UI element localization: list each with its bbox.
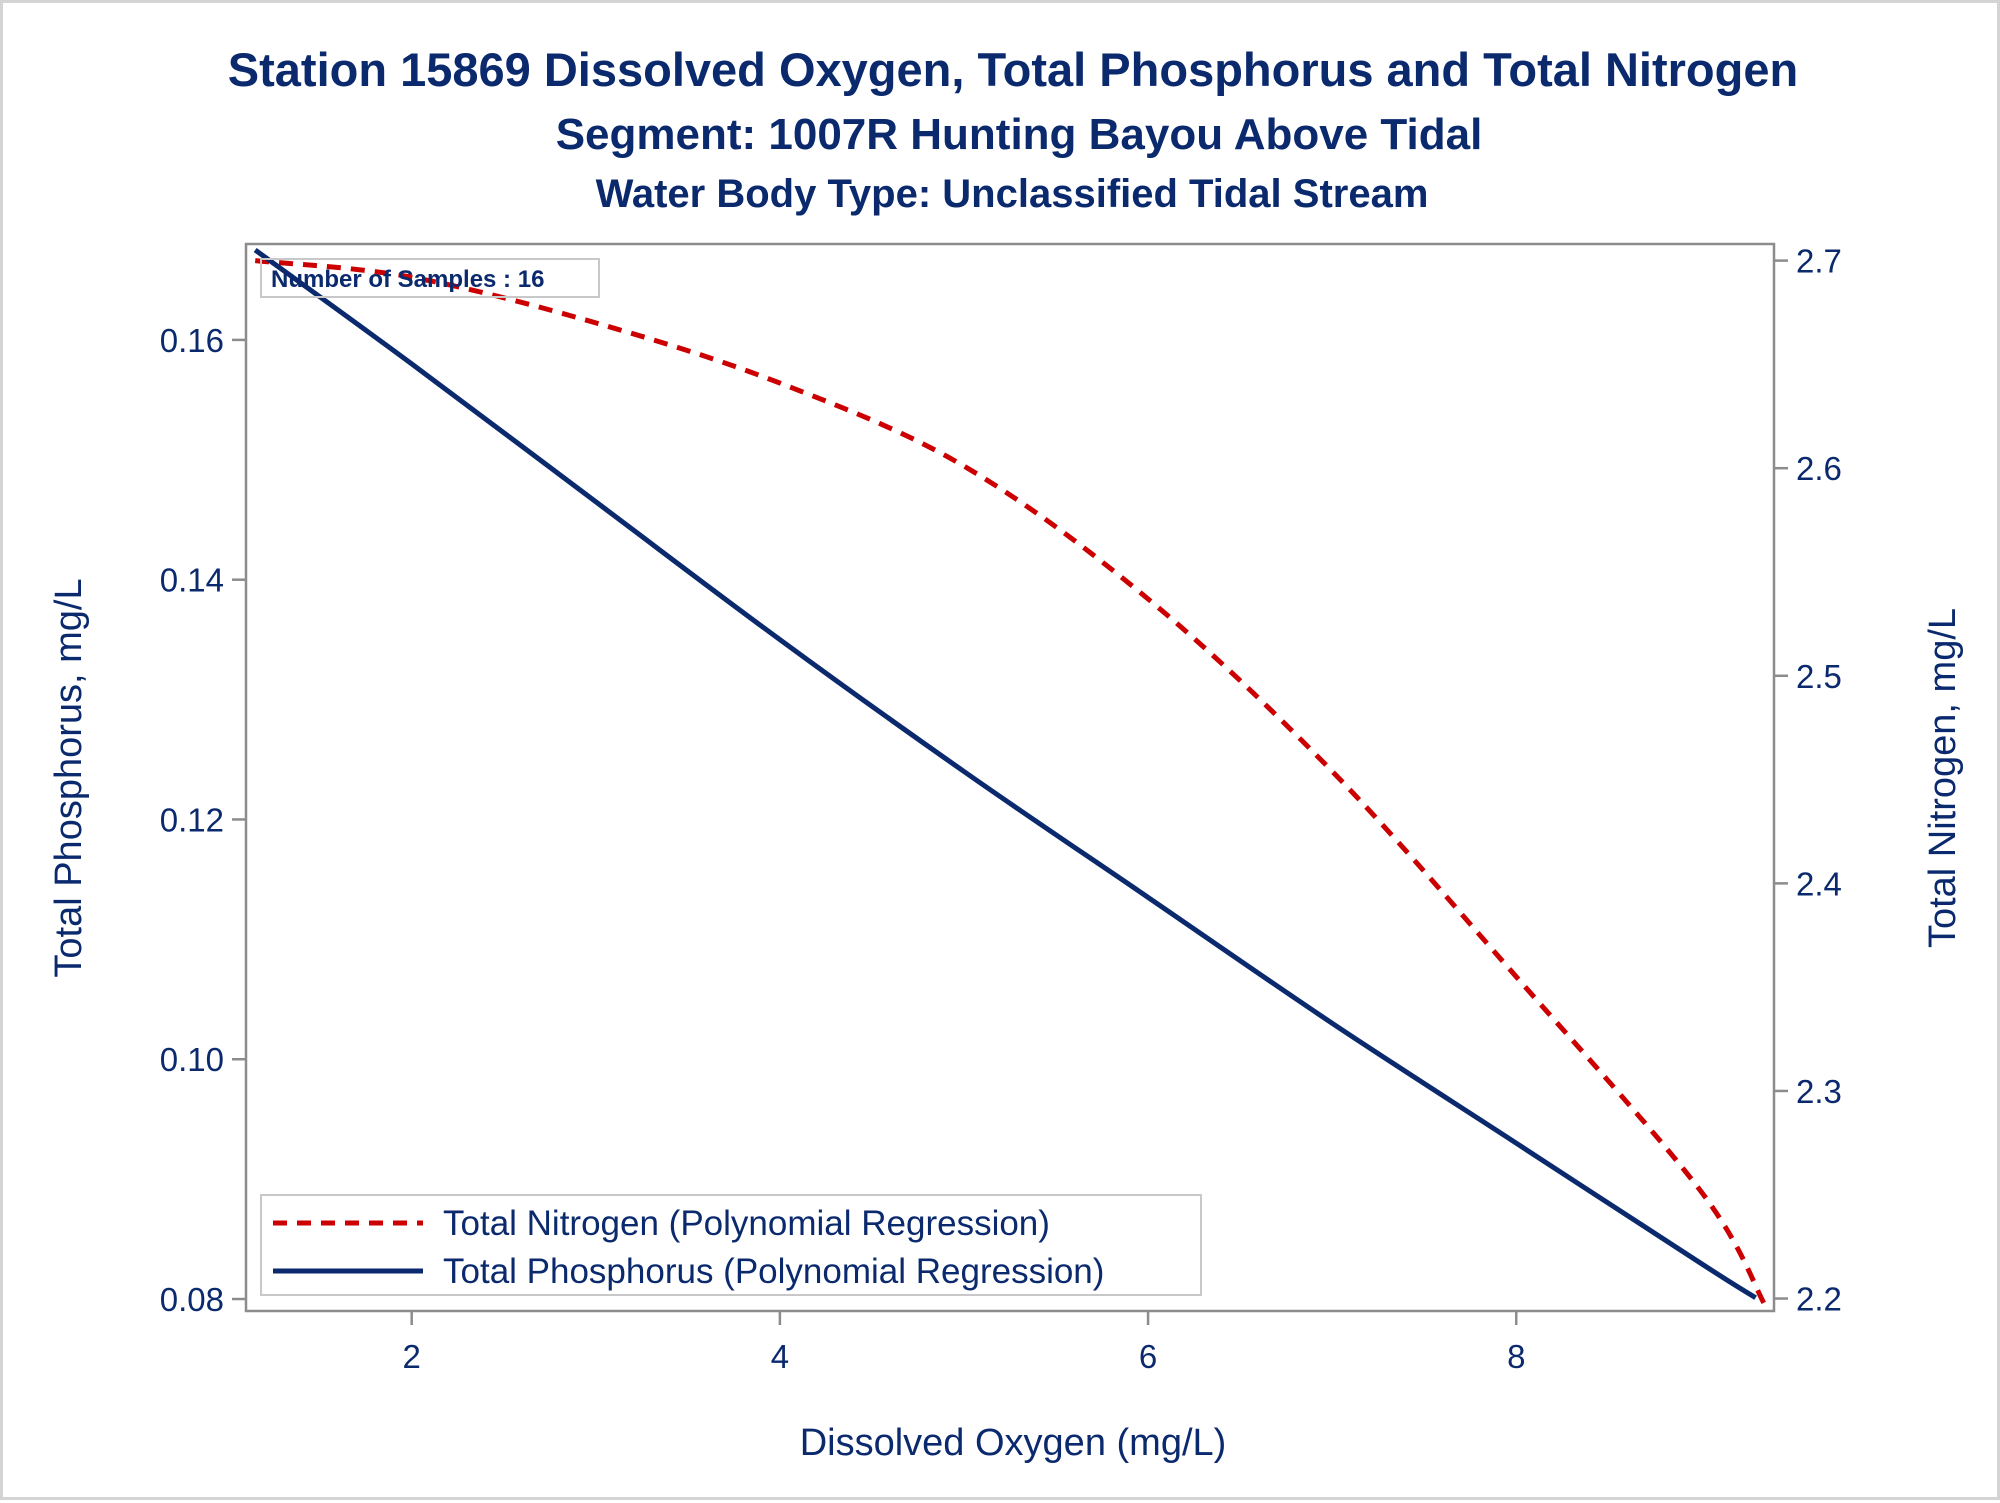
y-left-axis-label: Total Phosphorus, mg/L xyxy=(48,578,90,977)
series-line-total-phosphorus xyxy=(253,247,1757,1300)
annotation-text: Number of Samples : 16 xyxy=(271,266,544,293)
x-axis-label: Dissolved Oxygen (mg/L) xyxy=(800,1422,1227,1464)
x-tick-label: 4 xyxy=(771,1338,789,1375)
y-right-tick-label: 2.3 xyxy=(1796,1073,1842,1110)
x-axis-ticks: 2 4 6 8 xyxy=(403,1311,1525,1375)
legend-label-nitrogen: Total Nitrogen (Polynomial Regression) xyxy=(443,1204,1050,1243)
y-right-axis-ticks: 2.2 2.3 2.4 2.5 2.6 2.7 xyxy=(1774,243,1842,1318)
chart-subtitle: Segment: 1007R Hunting Bayou Above Tidal xyxy=(556,110,1483,159)
y-right-tick-label: 2.7 xyxy=(1796,243,1842,280)
annotation-box xyxy=(260,258,600,298)
chart-svg: Station 15869 Dissolved Oxygen, Total Ph… xyxy=(48,43,1964,1464)
y-left-tick-label: 0.10 xyxy=(160,1041,224,1078)
plot-area xyxy=(244,242,1776,1313)
x-tick-label: 2 xyxy=(403,1338,421,1375)
x-tick-label: 6 xyxy=(1139,1338,1157,1375)
y-right-axis-label: Total Nitrogen, mg/L xyxy=(1922,608,1964,948)
y-right-tick-label: 2.4 xyxy=(1796,865,1842,902)
y-left-tick-label: 0.12 xyxy=(160,801,224,838)
chart-title: Station 15869 Dissolved Oxygen, Total Ph… xyxy=(228,43,1798,96)
y-left-tick-label: 0.16 xyxy=(160,322,224,359)
y-right-tick-label: 2.6 xyxy=(1796,450,1842,487)
y-left-axis-ticks: 0.08 0.10 0.12 0.14 0.16 xyxy=(160,322,246,1318)
series-line-total-nitrogen xyxy=(254,258,1767,1307)
x-tick-label: 8 xyxy=(1507,1338,1525,1375)
y-left-tick-label: 0.14 xyxy=(160,562,224,599)
y-left-tick-label: 0.08 xyxy=(160,1281,224,1318)
legend-label-phosphorus: Total Phosphorus (Polynomial Regression) xyxy=(443,1252,1104,1291)
y-right-tick-label: 2.5 xyxy=(1796,658,1842,695)
chart-subtitle-2: Water Body Type: Unclassified Tidal Stre… xyxy=(596,172,1429,216)
legend-box xyxy=(260,1194,1202,1296)
series-lines xyxy=(253,247,1767,1307)
y-right-tick-label: 2.2 xyxy=(1796,1281,1842,1318)
